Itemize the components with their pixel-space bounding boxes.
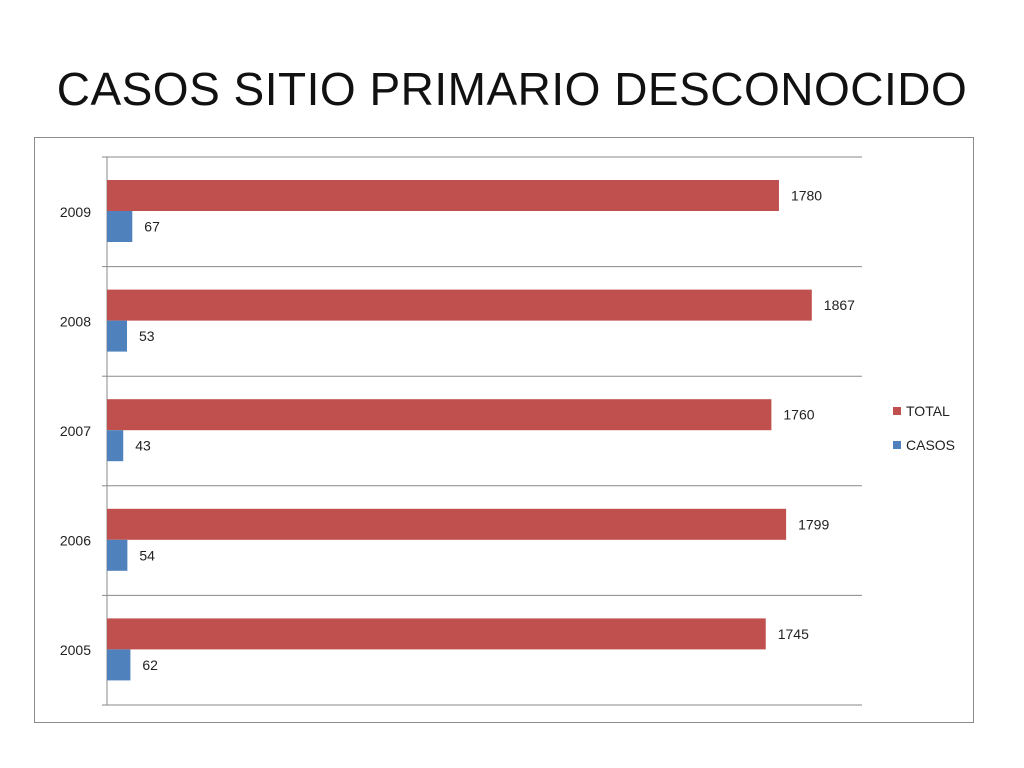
- slide-title: CASOS SITIO PRIMARIO DESCONOCIDO: [56, 63, 968, 115]
- legend-swatch-casos: [893, 441, 901, 449]
- data-label: 1780: [791, 188, 822, 204]
- data-label: 1760: [783, 407, 814, 423]
- data-labels: 1780 67 1867 53 1760 43 1799 54 1745 62: [135, 188, 855, 673]
- data-label: 54: [139, 547, 155, 563]
- legend-label: TOTAL: [906, 403, 950, 419]
- bar-casos: [107, 539, 128, 571]
- bar-total: [107, 618, 766, 650]
- bar-total: [107, 289, 812, 321]
- category-label: 2006: [60, 533, 91, 549]
- data-label: 67: [144, 219, 160, 235]
- category-axis: 2009 2008 2007 2006 2005: [60, 156, 108, 706]
- bar-casos: [107, 430, 124, 462]
- bar-total: [107, 508, 787, 540]
- legend-swatch-total: [893, 407, 901, 415]
- category-label: 2009: [60, 204, 91, 220]
- data-label: 43: [135, 438, 151, 454]
- bar-total: [107, 399, 772, 431]
- data-label: 1867: [824, 297, 855, 313]
- data-label: 53: [139, 328, 155, 344]
- category-label: 2005: [60, 642, 91, 658]
- data-label: 1799: [798, 516, 829, 532]
- category-label: 2007: [60, 423, 91, 439]
- bar-casos: [107, 320, 128, 352]
- category-label: 2008: [60, 313, 91, 329]
- bars: [107, 180, 812, 681]
- bar-total: [107, 180, 779, 211]
- data-label: 1745: [778, 626, 809, 642]
- bar-casos: [107, 211, 133, 242]
- legend-label: CASOS: [906, 437, 955, 453]
- bar-casos: [107, 649, 131, 681]
- data-label: 62: [142, 657, 158, 673]
- legend: TOTAL CASOS: [893, 403, 955, 453]
- grid-lines: [107, 156, 862, 706]
